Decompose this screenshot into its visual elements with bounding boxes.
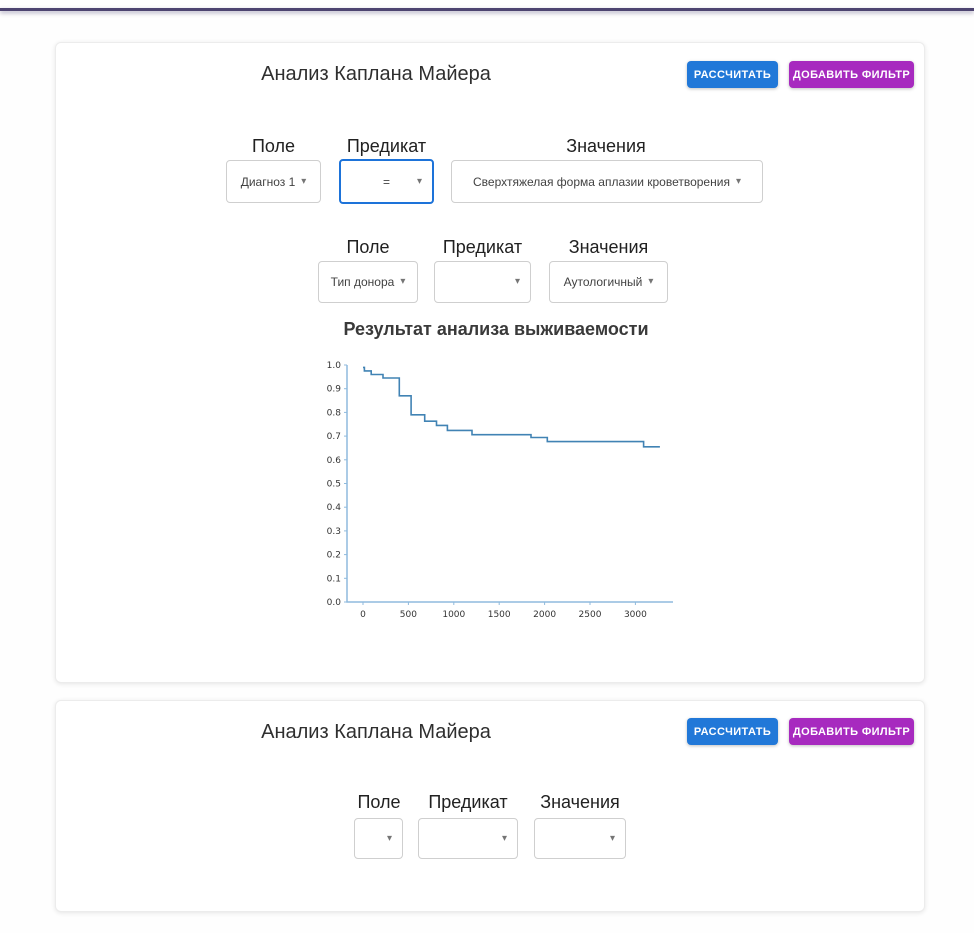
analysis-card-1: Анализ Каплана Майера РАССЧИТАТЬ ДОБАВИТ… [55,42,925,683]
values-select[interactable]: Аутологичный ▾ [549,261,668,303]
values-label: Значения [540,792,620,812]
svg-text:2500: 2500 [579,610,602,620]
chevron-down-icon: ▾ [301,175,307,187]
values-select[interactable]: ▾ [534,818,626,859]
add-filter-button[interactable]: ДОБАВИТЬ ФИЛЬТР [789,718,914,745]
svg-text:0.6: 0.6 [327,456,342,466]
chevron-down-icon: ▾ [400,276,406,287]
svg-text:0.0: 0.0 [327,598,342,608]
survival-chart-svg: 0.0 0.1 0.2 0.3 0.4 0.5 0.6 0.7 0.8 0.9 1.0 0 500 100… [327,361,673,620]
add-filter-button[interactable]: ДОБАВИТЬ ФИЛЬТР [789,61,914,88]
field-select[interactable]: ▾ [354,818,403,859]
svg-text:0.4: 0.4 [327,503,342,513]
field-select-value: Диагноз 1 [240,174,296,189]
chevron-down-icon: ▾ [514,276,520,287]
result-title: Результат анализа выживаемости [343,319,649,339]
predicate-label: Предикат [346,136,427,156]
predicate-select-value: = [382,174,390,189]
survival-chart: 0.0 0.1 0.2 0.3 0.4 0.5 0.6 0.7 0.8 0.9 1.0 0 500 100… [321,351,691,631]
field-select[interactable]: Диагноз 1 ▾ [226,160,321,203]
values-select-value: Аутологичный [563,275,643,289]
svg-text:0.2: 0.2 [327,551,341,561]
card-title: Анализ Каплана Майера [261,63,491,85]
field-label: Поле [357,792,401,812]
chevron-down-icon: ▾ [735,175,741,187]
chevron-down-icon: ▾ [501,832,507,844]
calculate-button[interactable]: РАССЧИТАТЬ [687,718,778,745]
values-select[interactable]: Сверхтяжелая форма аплазии кроветворения… [451,160,763,203]
predicate-select[interactable]: = ▾ [339,159,434,204]
svg-text:0.8: 0.8 [327,408,342,418]
field-label: Поле [346,237,390,257]
card-title: Анализ Каплана Майера [261,721,491,743]
chevron-down-icon: ▾ [416,175,422,187]
predicate-label: Предикат [428,792,508,812]
calculate-button[interactable]: РАССЧИТАТЬ [687,61,778,88]
predicate-select[interactable]: ▾ [434,261,531,303]
svg-text:0.7: 0.7 [327,432,341,442]
svg-text:500: 500 [400,610,417,620]
analysis-card-2: Анализ Каплана Майера РАССЧИТАТЬ ДОБАВИТ… [55,700,925,912]
top-divider [0,8,974,11]
svg-text:2000: 2000 [533,610,556,620]
svg-text:0.1: 0.1 [327,574,341,584]
svg-text:1500: 1500 [488,610,511,620]
values-label: Значения [568,237,649,257]
values-label: Значения [566,136,646,156]
svg-text:0.9: 0.9 [327,385,342,395]
chevron-down-icon: ▾ [386,832,392,844]
predicate-select[interactable]: ▾ [418,818,518,859]
chevron-down-icon: ▾ [648,276,654,287]
svg-text:0: 0 [360,610,366,620]
svg-text:0.3: 0.3 [327,527,341,537]
svg-text:1.0: 1.0 [327,361,342,371]
field-select[interactable]: Тип донора ▾ [318,261,418,303]
values-select-value: Сверхтяжелая форма аплазии кроветворения [473,174,730,189]
predicate-label: Предикат [442,237,523,257]
field-label: Поле [251,136,296,156]
chevron-down-icon: ▾ [609,832,615,844]
field-select-value: Тип донора [330,275,395,289]
svg-text:1000: 1000 [442,610,465,620]
svg-text:0.5: 0.5 [327,480,341,490]
svg-text:3000: 3000 [624,610,647,620]
